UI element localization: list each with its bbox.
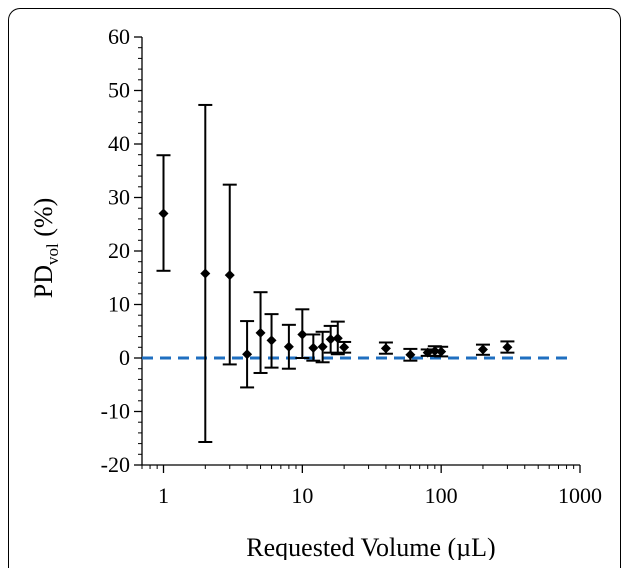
- y-tick-label: 10: [108, 292, 130, 317]
- data-point-group: [323, 324, 338, 354]
- data-point-diamond: [380, 343, 391, 354]
- data-point-diamond: [266, 335, 277, 346]
- data-point-group: [156, 154, 171, 272]
- data-point-diamond: [332, 333, 343, 344]
- y-tick-label: 50: [108, 78, 130, 103]
- y-tick-label: 40: [108, 131, 130, 156]
- data-point-diamond: [255, 327, 266, 338]
- data-point-group: [403, 347, 418, 362]
- data-point-diamond: [283, 341, 294, 352]
- data-point-group: [306, 333, 321, 362]
- y-axis-title-suffix: (%): [29, 198, 58, 243]
- data-point-group: [222, 183, 237, 366]
- data-point-group: [434, 345, 449, 358]
- data-point-group: [378, 341, 393, 355]
- data-point-diamond: [242, 349, 253, 360]
- data-point-diamond: [158, 208, 169, 219]
- y-tick-label: 0: [119, 345, 130, 370]
- y-tick-label: 20: [108, 238, 130, 263]
- data-point-diamond: [325, 334, 336, 345]
- data-point-diamond: [224, 270, 235, 281]
- data-point-diamond: [429, 346, 440, 357]
- data-point-group: [240, 320, 255, 389]
- data-point-group: [253, 291, 268, 374]
- y-tick-label: 30: [108, 185, 130, 210]
- y-tick-label: 60: [108, 24, 130, 49]
- y-axis-title-sub: vol: [43, 243, 62, 265]
- x-axis-title: Requested Volume (µL): [246, 533, 495, 560]
- x-tick-label: 10: [291, 483, 313, 508]
- data-point-diamond: [317, 341, 328, 352]
- data-point-group: [281, 323, 296, 370]
- chart-frame: [8, 8, 621, 568]
- y-tick-label: -20: [101, 452, 130, 477]
- y-axis-title: PDvol (%): [29, 198, 62, 298]
- data-point-diamond: [405, 349, 416, 360]
- y-axis-title-main: PD: [29, 265, 58, 298]
- y-tick-label: -10: [101, 399, 130, 424]
- data-point-diamond: [502, 342, 513, 353]
- data-point-group: [475, 343, 490, 356]
- x-tick-label: 1000: [558, 483, 602, 508]
- x-tick-label: 1: [158, 483, 169, 508]
- data-point-diamond: [297, 329, 308, 340]
- data-point-diamond: [308, 342, 319, 353]
- data-point-diamond: [339, 342, 350, 353]
- data-point-diamond: [200, 268, 211, 279]
- x-tick-label: 100: [425, 483, 458, 508]
- data-point-group: [315, 330, 330, 364]
- data-point-group: [198, 103, 213, 443]
- data-point-group: [264, 313, 279, 369]
- data-marks: [156, 103, 515, 443]
- data-point-group: [295, 308, 310, 359]
- data-point-diamond: [477, 344, 488, 355]
- data-point-group: [500, 340, 515, 354]
- axes: -20 -10 0 10 20 30 40 50 60 1 10 100 1000: [101, 24, 602, 508]
- data-point-group: [337, 340, 352, 354]
- data-point-diamond: [436, 346, 447, 357]
- data-point-group: [330, 320, 345, 356]
